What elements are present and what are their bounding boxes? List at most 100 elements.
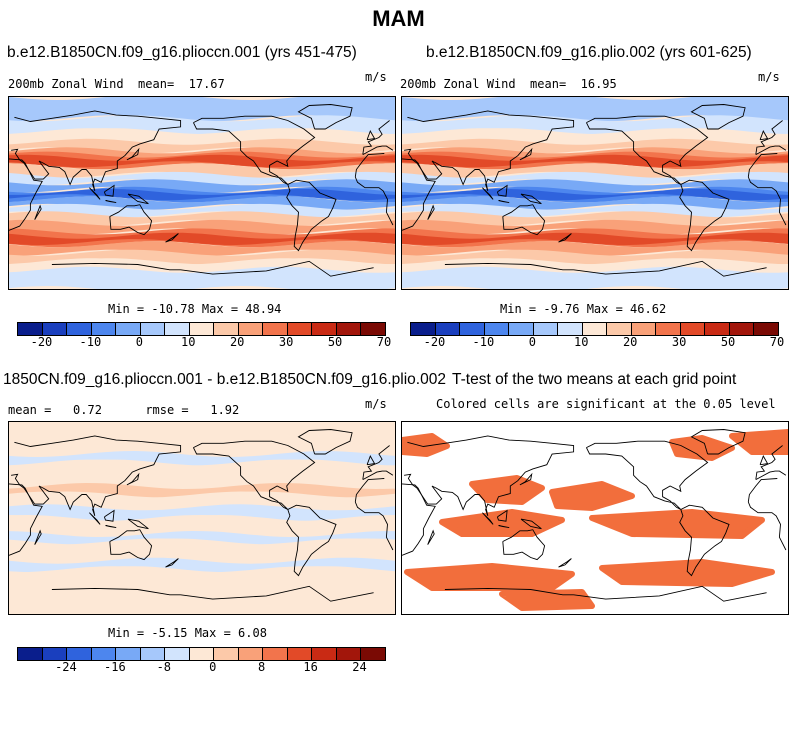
colorbar-tick-label: 20 [622, 335, 638, 349]
colorbar-tick-label: -20 [423, 335, 446, 349]
colorbar-swatch [140, 323, 166, 335]
coastline [126, 472, 140, 486]
colorbar-swatch [533, 323, 559, 335]
colorbar-tick-label: -10 [79, 335, 102, 349]
field-band [9, 538, 395, 564]
coastline [109, 529, 153, 561]
colorbar-tick-label: -20 [30, 335, 53, 349]
coastline [759, 455, 769, 466]
significant-region [669, 435, 735, 461]
colorbar-swatch [214, 648, 239, 660]
panel1-map [8, 96, 396, 290]
colorbar-swatch [214, 323, 239, 335]
significant-region [729, 429, 788, 455]
panel3-map [8, 421, 396, 615]
colorbar-tick-label: 16 [303, 660, 318, 674]
colorbar-swatch [411, 323, 436, 335]
field-band [402, 171, 788, 186]
colorbar-swatch [336, 648, 362, 660]
panel3-map-svg [9, 422, 395, 614]
panel3-stats: mean = 0.72 rmse = 1.92 [8, 403, 240, 417]
coastline [585, 115, 709, 185]
panel1-units: m/s [365, 70, 387, 84]
colorbar-tick-label: 70 [769, 335, 785, 349]
coastline [444, 585, 767, 602]
coastline [404, 110, 787, 192]
panel1-minmax: Min = -10.78 Max = 48.94 [108, 302, 282, 316]
field-band [402, 189, 788, 201]
coastline [103, 509, 115, 522]
panel4-map-svg [402, 429, 788, 611]
field-band [402, 154, 788, 168]
colorbar-tick-label: 0 [528, 335, 536, 349]
coastline [520, 518, 542, 530]
colorbar-tick-label: 0 [135, 335, 143, 349]
coastline [558, 233, 572, 243]
coastline [9, 153, 394, 231]
significant-region [439, 509, 565, 537]
significant-region [469, 475, 545, 505]
colorbar-swatch [312, 648, 337, 660]
colorbar-tick-label: 50 [327, 335, 343, 349]
colorbar-tick-label: 20 [229, 335, 245, 349]
colorbar-swatch [607, 323, 632, 335]
coastline [9, 478, 394, 556]
colorbar-swatch [336, 323, 362, 335]
colorbar-tick-label: 24 [352, 660, 367, 674]
colorbar-swatch [361, 648, 385, 660]
colorbar-swatch [558, 323, 583, 335]
colorbar-tick-label: 0 [209, 660, 217, 674]
coastline [192, 440, 316, 510]
colorbar-swatch [484, 323, 510, 335]
coastline [105, 525, 117, 529]
colorbar-swatch [18, 648, 43, 660]
colorbar-swatch [631, 323, 657, 335]
colorbar-swatch [509, 323, 534, 335]
coastline [34, 204, 42, 220]
coastline [496, 509, 508, 522]
coastline [520, 193, 542, 205]
coastline [109, 204, 153, 236]
field-band [9, 211, 395, 226]
coastline [89, 512, 101, 525]
colorbar-tick-label: 50 [720, 335, 736, 349]
significant-region [589, 509, 765, 539]
coastline [51, 585, 374, 602]
colorbar-swatch [140, 648, 166, 660]
colorbar-swatch [582, 323, 608, 335]
figure-title: MAM [372, 6, 425, 31]
panel1-field-label: 200mb Zonal Wind mean= 17.67 [8, 77, 225, 91]
colorbar-swatch [42, 648, 68, 660]
coastline [690, 429, 746, 455]
coastline [498, 525, 510, 529]
colorbar-tick-label: -24 [55, 660, 77, 674]
coastline [690, 104, 746, 130]
colorbar-swatch [165, 323, 190, 335]
field-band [9, 179, 395, 193]
colorbar-swatch [435, 323, 461, 335]
field-band [9, 566, 395, 614]
coastline [192, 115, 316, 185]
colorbar-tick-label: 70 [376, 335, 392, 349]
colorbar-swatch [67, 648, 92, 660]
coastline [679, 179, 730, 252]
coastline [404, 435, 787, 517]
field-band [9, 163, 395, 178]
colorbar-swatch [189, 323, 215, 335]
colorbar-swatch [754, 323, 778, 335]
coastline [519, 472, 533, 486]
coastline [286, 179, 337, 252]
panel2-minmax: Min = -9.76 Max = 46.62 [500, 302, 667, 316]
panel1-colorbar [17, 322, 386, 336]
coastline [34, 529, 42, 545]
coastline [127, 518, 149, 530]
coastline [402, 478, 787, 556]
coastline [585, 440, 709, 510]
coastline [482, 512, 494, 525]
coastline [519, 147, 533, 161]
coastline [297, 104, 353, 130]
colorbar-swatch [116, 648, 141, 660]
colorbar-tick-label: 8 [258, 660, 266, 674]
coastline [498, 200, 510, 204]
field-band [9, 154, 395, 168]
